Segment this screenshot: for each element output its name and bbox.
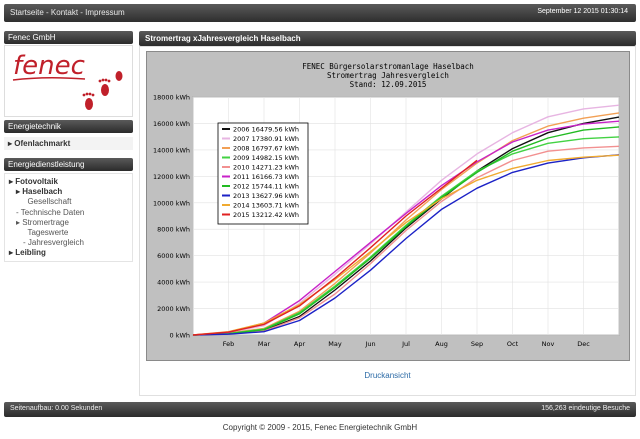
page-load-time: Seitenaufbau: 0.00 Sekunden (10, 405, 103, 412)
y-tick-label: 0 kWh (169, 332, 190, 340)
x-tick-label: Apr (294, 340, 306, 348)
print-view-link[interactable]: Druckansicht (364, 371, 411, 380)
sidebar-navigation-tree: ▸ Fotovoltaik ▸ Haselbach Gesellschaft - T… (4, 173, 133, 262)
y-tick-label: 4000 kWh (157, 279, 190, 287)
nav-item-label: Technische Daten (20, 207, 85, 217)
sidebar-company-heading: Fenec GmbH (4, 31, 133, 44)
series-line-2012 (192, 126, 620, 336)
legend-entry-2008: 2008 16797.67 kWh (233, 145, 299, 153)
nav-item-leibling[interactable]: ▸ Leibling (5, 248, 132, 258)
chart-title-line-2: Stromertrag Jahresvergleich (327, 71, 449, 80)
y-tick-label: 6000 kWh (157, 252, 190, 260)
chevron-right-icon: ▸ (16, 187, 23, 197)
nav-item-label: Jahresvergleich (27, 238, 84, 248)
legend-entry-2010: 2010 14271.23 kWh (233, 164, 299, 172)
nav-item-gesellschaft[interactable]: Gesellschaft (5, 197, 132, 207)
y-tick-label: 14000 kWh (153, 146, 190, 154)
series-line-2013 (192, 154, 620, 336)
x-tick-label: Mar (258, 340, 271, 348)
legend-entry-2009: 2009 14982.15 kWh (233, 154, 299, 162)
fenec-logo-graphic: fenec (12, 51, 123, 110)
top-navigation-bar: Startseite - Kontakt - Impressum Septemb… (4, 4, 636, 22)
link-kontakt[interactable]: Kontakt (50, 8, 79, 17)
nav-item-label: Leibling (15, 248, 46, 258)
logo-wordmark: fenec (13, 51, 85, 81)
y-tick-label: 2000 kWh (157, 305, 190, 313)
x-tick-label: Sep (471, 340, 483, 348)
legend-entry-2007: 2007 17380.91 kWh (233, 135, 299, 143)
company-logo[interactable]: fenec (4, 45, 133, 117)
copyright-notice: Copyright © 2009 - 2015, Fenec Energiete… (222, 423, 418, 432)
x-tick-label: Dec (577, 340, 590, 348)
link-startseite[interactable]: Startseite (10, 8, 44, 17)
top-links: Startseite - Kontakt - Impressum (10, 8, 125, 17)
x-tick-label: Nov (542, 340, 555, 348)
header-date: September 12 2015 01:30:14 (537, 8, 628, 15)
series-line-2007 (192, 104, 620, 336)
y-tick-label: 18000 kWh (153, 94, 190, 102)
nav-item-jahresvergleich[interactable]: - Jahresvergleich (5, 238, 132, 248)
legend-entry-2013: 2013 13627.96 kWh (233, 192, 299, 200)
x-tick-label: Jul (401, 340, 410, 348)
chart-title-line-3: Stand: 12.09.2015 (349, 80, 427, 89)
nav-item-technische-daten[interactable]: - Technische Daten (5, 208, 132, 218)
x-tick-label: Feb (223, 340, 235, 348)
chevron-right-icon: ▸ (16, 217, 23, 227)
x-tick-label: May (328, 340, 342, 348)
x-tick-label: Aug (435, 340, 448, 348)
page-title: Stromertrag xJahresvergleich Haselbach (139, 31, 636, 46)
sidebar-heading-energietechnik: Energietechnik (4, 120, 133, 133)
sidebar-item-label: Ofenlachmarkt (14, 139, 71, 148)
link-separator: - (43, 8, 51, 17)
y-tick-label: 8000 kWh (157, 226, 190, 234)
nav-item-label: Gesellschaft (27, 197, 72, 207)
nav-item-label: Fotovoltaik (15, 177, 58, 186)
chevron-right-icon: ▸ (9, 248, 16, 258)
series-line-2015 (192, 159, 478, 336)
legend-entry-2015: 2015 13212.42 kWh (233, 211, 299, 219)
y-tick-label: 16000 kWh (153, 120, 190, 128)
nav-item-label: Haselbach (22, 187, 63, 197)
footprint-icon (82, 71, 123, 110)
chart-title-line-1: FENEC Bürgersolarstromanlage Haselbach (302, 62, 474, 71)
legend-entry-2012: 2012 15744.11 kWh (233, 183, 299, 191)
link-impressum[interactable]: Impressum (85, 8, 125, 17)
nav-item-label: Stromertrage (22, 217, 69, 227)
nav-item-stromertrage[interactable]: ▸ Stromertrage (5, 218, 132, 228)
legend-entry-2011: 2011 16166.73 kWh (233, 173, 299, 181)
nav-bullet: - (16, 207, 21, 217)
nav-item-tageswerte[interactable]: Tageswerte (5, 228, 132, 238)
sidebar-item-ofenlachmarkt[interactable]: ▸ Ofenlachmarkt (4, 137, 133, 150)
chevron-right-icon: ▸ (8, 139, 15, 148)
chevron-right-icon: ▸ (9, 177, 16, 186)
y-tick-label: 12000 kWh (153, 173, 190, 181)
y-tick-label: 10000 kWh (153, 199, 190, 207)
nav-item-haselbach[interactable]: ▸ Haselbach (5, 187, 132, 197)
visitor-count: 156,263 eindeutige Besuche (541, 405, 630, 412)
footer-bar: Seitenaufbau: 0.00 Sekunden 156,263 eind… (4, 402, 636, 417)
series-line-2014 (192, 154, 620, 336)
nav-bullet: - (23, 238, 28, 248)
nav-item-fotovoltaik[interactable]: ▸ Fotovoltaik (5, 177, 132, 187)
legend-entry-2006: 2006 16479.56 kWh (233, 126, 299, 134)
legend-box (217, 122, 309, 225)
x-tick-label: Jun (364, 340, 375, 348)
sidebar-heading-energiedienstleistung: Energiedienstleistung (4, 158, 133, 171)
x-tick-label: Oct (507, 340, 519, 348)
legend-entry-2014: 2014 13603.71 kWh (233, 202, 299, 210)
nav-item-label: Tageswerte (27, 228, 69, 238)
link-separator: - (78, 8, 86, 17)
